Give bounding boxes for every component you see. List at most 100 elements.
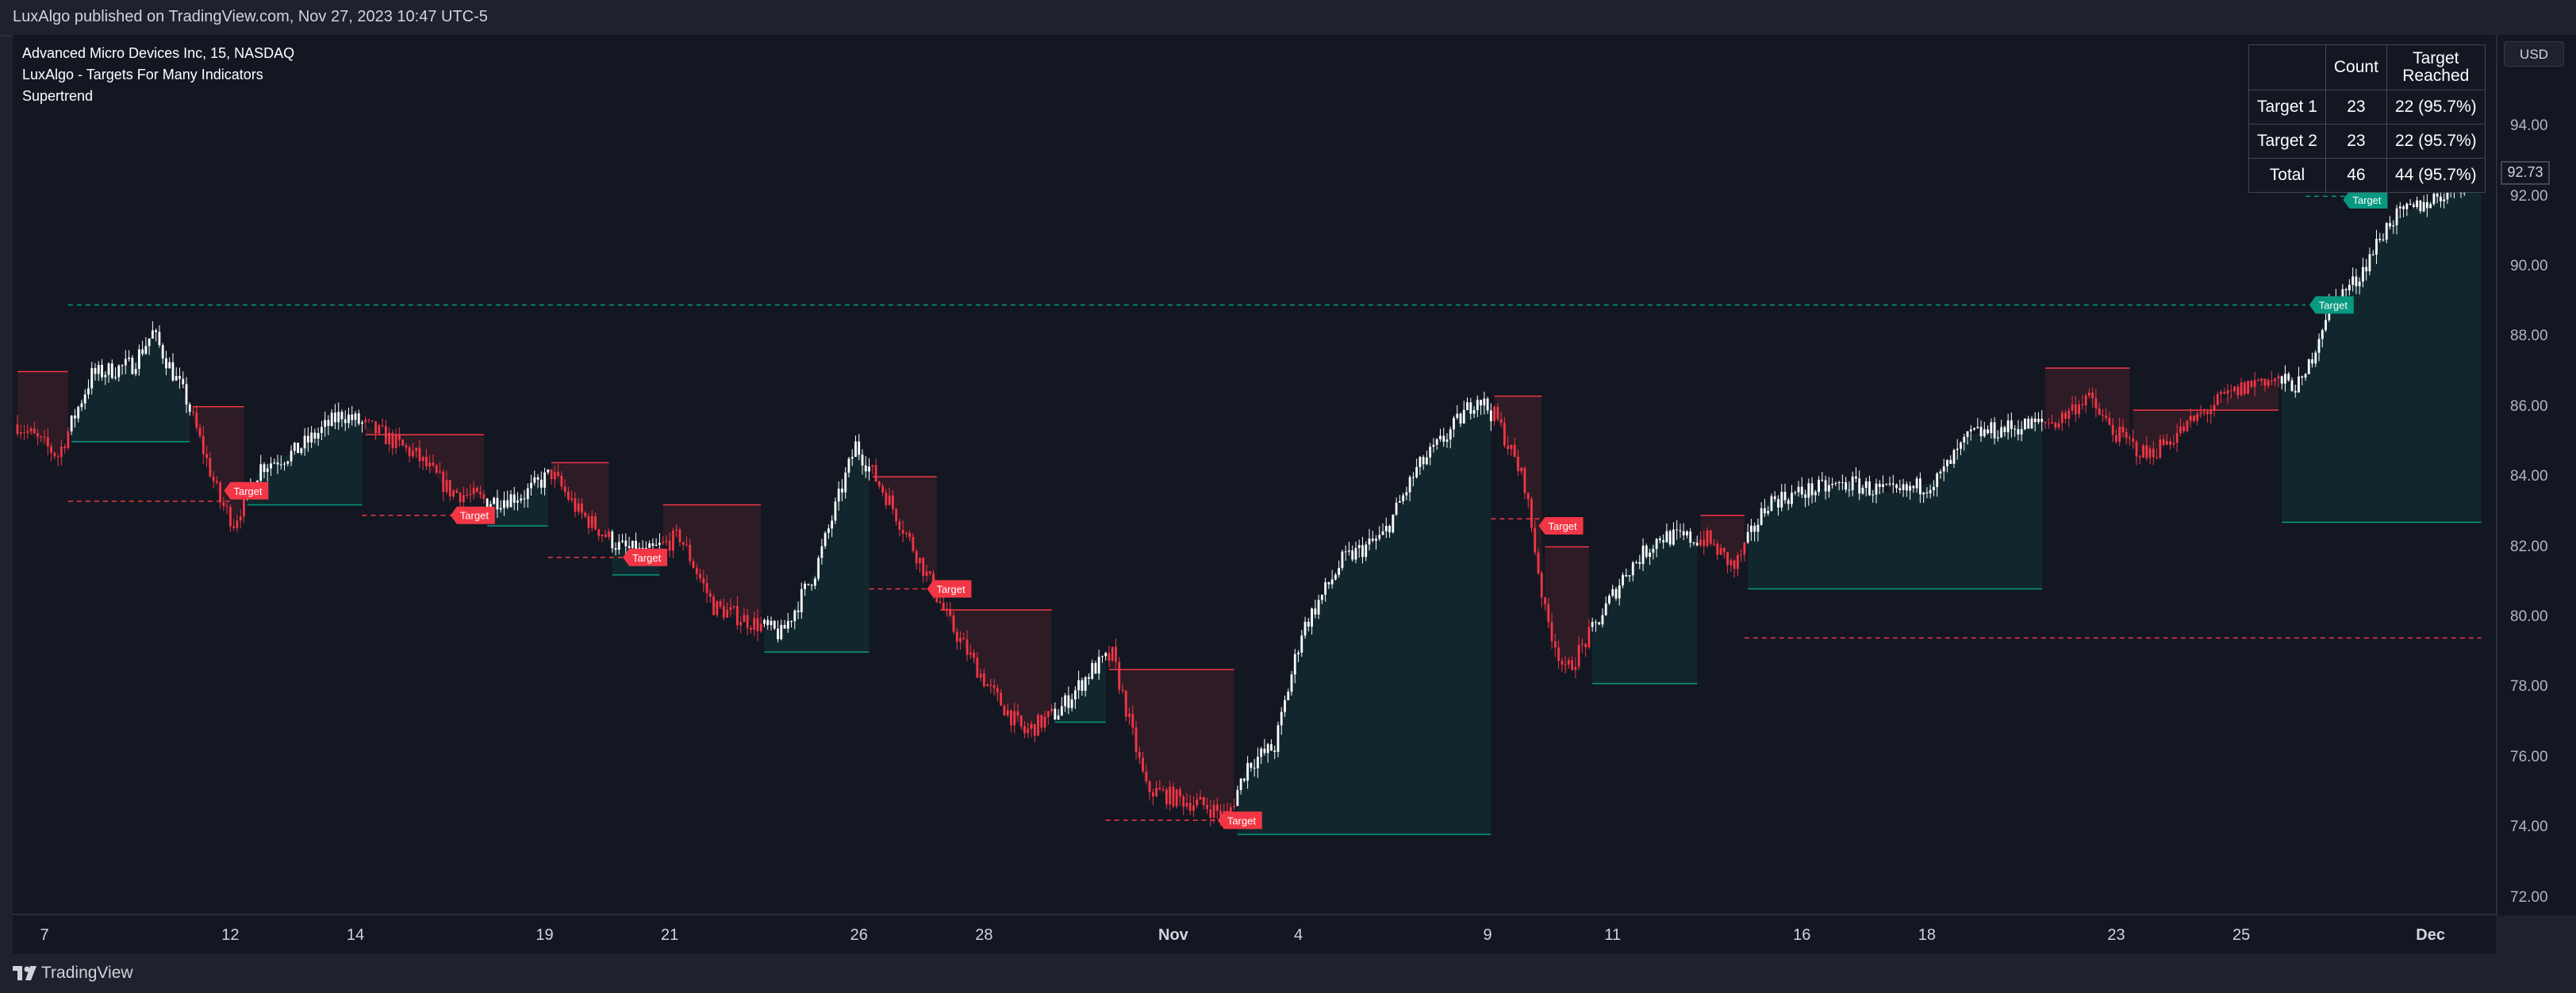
candle	[337, 402, 340, 431]
candle-body	[2027, 419, 2030, 429]
candle-body	[1668, 531, 1672, 545]
candle-body	[1287, 692, 1290, 700]
candle	[1915, 476, 1918, 493]
tradingview-logo-icon[interactable]	[11, 963, 38, 983]
candle	[1033, 723, 1036, 742]
candle	[1357, 539, 1361, 558]
candle-body	[340, 412, 344, 420]
chart-legend[interactable]: Advanced Micro Devices Inc, 15, NASDAQ L…	[22, 43, 294, 107]
candle-body	[2274, 378, 2277, 381]
candle-body	[1791, 493, 1793, 504]
candle	[1486, 397, 1489, 414]
candle-body	[1753, 525, 1756, 532]
price-chart-svg[interactable]: Target Target Target Target Target Target Targ…	[13, 35, 2496, 914]
candle-body	[1179, 789, 1181, 797]
candle-body	[1756, 524, 1760, 532]
candle-body	[161, 345, 164, 358]
candle	[1834, 481, 1837, 487]
candle-body	[152, 330, 154, 339]
candle-body	[1016, 711, 1019, 716]
candle-body	[635, 540, 637, 555]
candle-body	[2071, 404, 2074, 411]
candle-body	[70, 415, 73, 431]
candle	[185, 377, 188, 413]
candle-body	[472, 488, 475, 494]
candle-body	[1780, 492, 1783, 508]
legend-sub-indicator[interactable]: Supertrend	[22, 88, 94, 104]
candle-body	[1097, 657, 1100, 674]
target-label: Target	[1217, 811, 1262, 830]
candle-body	[171, 362, 175, 381]
candle	[2156, 448, 2158, 460]
candle	[2206, 408, 2209, 423]
candle	[1019, 715, 1023, 730]
candle	[530, 474, 532, 496]
candle-body	[1587, 627, 1591, 648]
candle	[70, 415, 73, 435]
candle-body	[1855, 476, 1857, 479]
candle-body	[547, 470, 550, 473]
candle-body	[770, 620, 773, 626]
candle-body	[2054, 422, 2057, 428]
candle-body	[2425, 201, 2428, 209]
time-scale[interactable]: 7 12 14 19 21 26 28 Nov 4 9 11 16 18 23 25 Dec	[13, 914, 2496, 955]
candle	[1510, 444, 1513, 457]
chart-pane[interactable]: Target Target Target Target Target Target Targ…	[13, 35, 2496, 914]
candle-body	[2044, 421, 2047, 424]
candle	[1885, 483, 1888, 485]
candle	[1987, 425, 1989, 435]
candle	[2129, 435, 2131, 447]
candle-body	[2087, 393, 2090, 396]
legend-symbol[interactable]: Advanced Micro Devices Inc, 15, NASDAQ	[22, 45, 295, 61]
candle	[864, 456, 867, 478]
top-bar: LuxAlgo published on TradingView.com, No…	[0, 0, 2576, 36]
candle	[2193, 415, 2195, 424]
candle-body	[2047, 423, 2050, 424]
candle-body	[354, 413, 357, 420]
candle-body	[1574, 666, 1577, 670]
candle-body	[1435, 439, 1438, 445]
candle-body	[526, 488, 529, 500]
candle	[1124, 689, 1127, 722]
candle	[2125, 427, 2128, 445]
candle-body	[1993, 422, 1996, 439]
candle-body	[2233, 386, 2236, 392]
candle-body	[1101, 656, 1104, 658]
candle-body	[1324, 582, 1327, 595]
candle	[550, 469, 553, 485]
candle	[976, 652, 979, 678]
candle	[1604, 596, 1607, 616]
candle-body	[895, 508, 897, 522]
candle	[1043, 711, 1046, 732]
candle	[1348, 542, 1350, 556]
candle-body	[2385, 223, 2388, 240]
legend-indicator[interactable]: LuxAlgo - Targets For Many Indicators	[22, 67, 263, 82]
candle	[962, 632, 966, 640]
candle-body	[2398, 206, 2401, 209]
supertrend-fill	[872, 473, 937, 596]
tradingview-brand[interactable]: TradingView	[41, 964, 133, 982]
target-label: Target	[450, 506, 495, 524]
candle	[786, 612, 789, 633]
candle-body	[1263, 748, 1266, 753]
candle-body	[56, 456, 60, 458]
candle	[1831, 477, 1834, 489]
candle	[1381, 523, 1384, 536]
candle	[949, 602, 952, 617]
candle-body	[1929, 490, 1932, 494]
currency-button[interactable]: USD	[2504, 41, 2564, 67]
candle-body	[550, 470, 553, 480]
candle-body	[1182, 796, 1185, 807]
candle	[56, 453, 60, 466]
candle-body	[19, 432, 22, 434]
candle-body	[743, 615, 746, 623]
candle	[877, 481, 881, 489]
candle	[344, 410, 347, 431]
candle-body	[955, 631, 958, 642]
stats-row: Target 1 23 22 (95.7%)	[2248, 90, 2486, 125]
candle	[1767, 506, 1770, 516]
candle	[1192, 796, 1195, 817]
candle-body	[1888, 483, 1891, 485]
candle-body	[300, 448, 303, 454]
candle	[1672, 522, 1675, 546]
